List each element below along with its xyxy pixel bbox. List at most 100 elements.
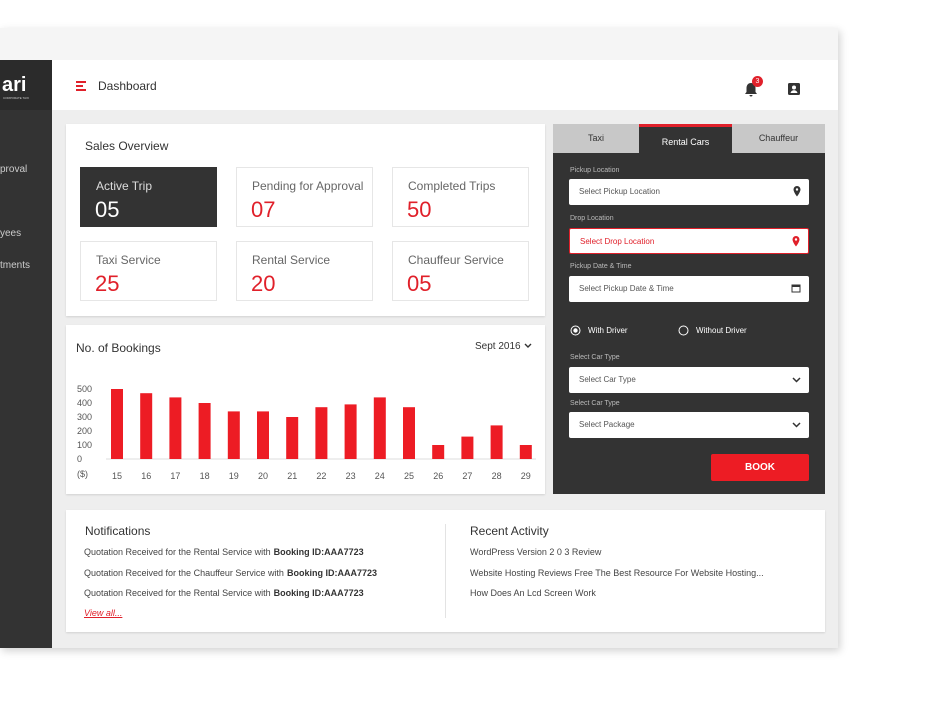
- notification-item: Quotation Received for the Rental Servic…: [84, 588, 364, 598]
- x-tick-label: 19: [229, 471, 239, 481]
- bar: [198, 403, 211, 459]
- book-button[interactable]: BOOK: [711, 454, 809, 481]
- user-icon[interactable]: [788, 83, 800, 95]
- bar: [403, 407, 415, 459]
- radio-label: Without Driver: [696, 326, 747, 335]
- nav-item[interactable]: yees: [0, 228, 22, 239]
- package-select[interactable]: Select Package: [569, 412, 809, 438]
- y-tick-label: 200: [77, 426, 92, 436]
- notification-badge: 3: [752, 76, 763, 87]
- y-unit-label: ($): [77, 469, 88, 479]
- period-dropdown[interactable]: Sept 2016: [475, 341, 532, 352]
- x-tick-label: 20: [258, 471, 268, 481]
- bookings-card: No. of Bookings Sept 2016 0 100 200 300 400 5…: [66, 325, 545, 494]
- view-all-link[interactable]: View all...: [84, 608, 123, 618]
- header: Dashboard 3: [52, 60, 838, 110]
- bookings-chart: 0 100 200 300 400 500 ($) 15 16 17 18 19 20 21 22 23 24 2…: [77, 384, 536, 481]
- booking-id: Booking ID:AAA7723: [273, 547, 364, 557]
- menu-icon[interactable]: [76, 81, 87, 91]
- bar: [111, 389, 123, 459]
- notification-text: Quotation Received for the Rental Servic…: [84, 588, 271, 598]
- radio-with-driver[interactable]: With Driver: [570, 325, 628, 336]
- x-tick-label: 21: [287, 471, 297, 481]
- datetime-input[interactable]: Select Pickup Date & Time: [569, 276, 809, 302]
- top-strip: [0, 28, 838, 60]
- nav-item[interactable]: tments: [0, 260, 31, 271]
- logo-text: ari: [2, 74, 27, 96]
- bar: [519, 445, 532, 459]
- bar: [315, 407, 328, 459]
- bar: [344, 404, 357, 459]
- nav-item[interactable]: proval: [0, 164, 28, 175]
- bar: [432, 445, 445, 459]
- stat-label: Taxi Service: [96, 253, 161, 267]
- bar: [169, 397, 182, 459]
- notification-text: Quotation Received for the Chauffeur Ser…: [84, 568, 284, 578]
- pin-icon: [792, 236, 800, 247]
- notification-text: Quotation Received for the Rental Servic…: [84, 547, 271, 557]
- y-tick-label: 300: [77, 412, 92, 422]
- activity-item[interactable]: How Does An Lcd Screen Work: [470, 588, 596, 598]
- sales-overview: Sales Overview Active Trip 05 Pending for…: [66, 124, 545, 316]
- tab[interactable]: Chauffeur: [732, 124, 825, 153]
- x-tick-label: 15: [112, 471, 122, 481]
- x-tick-label: 23: [346, 471, 356, 481]
- divider: [445, 524, 446, 618]
- stat-value: 07: [251, 197, 276, 222]
- y-tick-label: 500: [77, 384, 92, 394]
- placeholder: Select Car Type: [579, 375, 636, 384]
- x-tick-label: 24: [375, 471, 385, 481]
- section-title: Sales Overview: [85, 139, 169, 153]
- booking-id: Booking ID:AAA7723: [273, 588, 364, 598]
- activity-item[interactable]: WordPress Version 2 0 3 Review: [470, 547, 602, 557]
- stat-value: 25: [95, 271, 120, 296]
- y-tick-label: 400: [77, 398, 92, 408]
- stat-value: 20: [251, 271, 276, 296]
- placeholder: Select Pickup Date & Time: [579, 284, 674, 293]
- pickup-input[interactable]: Select Pickup Location: [569, 179, 809, 205]
- stat-label: Completed Trips: [408, 179, 496, 193]
- stat-card: Rental Service 20: [236, 241, 373, 301]
- booking-form: Taxi Rental Cars Chauffeur Pickup Locati…: [553, 124, 825, 494]
- section-title: Notifications: [85, 524, 151, 538]
- car-type-select[interactable]: Select Car Type: [569, 367, 809, 393]
- section-title: Recent Activity: [470, 524, 549, 538]
- stat-card: Taxi Service 25: [80, 241, 217, 301]
- bar: [373, 397, 386, 459]
- bar: [257, 411, 269, 459]
- stat-card: Completed Trips 50: [392, 167, 529, 227]
- stat-card: Pending for Approval 07: [236, 167, 373, 227]
- booking-id: Booking ID:AAA7723: [286, 568, 377, 578]
- radio-without-driver[interactable]: Without Driver: [678, 325, 747, 336]
- chevron: [792, 422, 801, 428]
- tab-active[interactable]: Rental Cars: [639, 124, 732, 153]
- stat-card: Chauffeur Service 05: [392, 241, 529, 301]
- pin-icon: [793, 186, 801, 197]
- drop-input[interactable]: Select Drop Location: [569, 228, 809, 254]
- stat-value: 50: [407, 197, 432, 222]
- stat-value: 05: [407, 271, 432, 296]
- stat-label: Active Trip: [96, 179, 153, 193]
- field-label: Select Car Type: [570, 400, 620, 407]
- x-tick-label: 26: [433, 471, 443, 481]
- logo: ari CORPORATE TAXI: [0, 60, 52, 110]
- sidebar: ari CORPORATE TAXI proval yees tments: [0, 60, 52, 648]
- y-tick-label: 0: [77, 454, 82, 464]
- period-label: Sept 2016: [475, 341, 521, 352]
- placeholder: Select Drop Location: [580, 237, 655, 246]
- placeholder: Select Package: [579, 420, 635, 429]
- notification-item: Quotation Received for the Rental Servic…: [84, 547, 364, 557]
- bar: [140, 393, 153, 459]
- x-tick-label: 27: [462, 471, 472, 481]
- tab[interactable]: Taxi: [553, 124, 639, 153]
- field-label: Drop Location: [570, 215, 614, 222]
- activity-card: Notifications Quotation Received for the…: [66, 510, 825, 632]
- bar: [227, 411, 240, 459]
- x-tick-label: 18: [200, 471, 210, 481]
- activity-item[interactable]: Website Hosting Reviews Free The Best Re…: [470, 568, 764, 578]
- stat-label: Pending for Approval: [252, 179, 364, 193]
- calendar-icon: [791, 284, 801, 293]
- radio: [570, 325, 581, 336]
- bar: [286, 417, 299, 459]
